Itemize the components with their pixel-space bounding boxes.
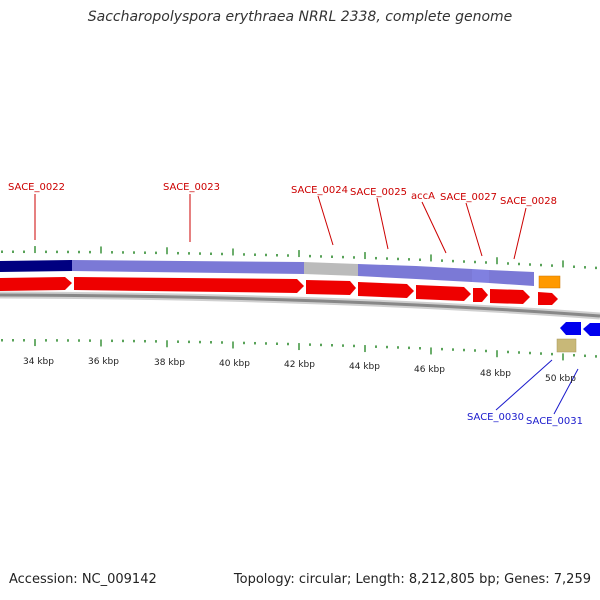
gene-label-sace-0027[interactable]: SACE_0027 [440, 192, 497, 203]
gene-label-sace-0022[interactable]: SACE_0022 [8, 182, 65, 193]
cds-arrow-sace-0027[interactable] [473, 288, 488, 302]
highlight-segment-acca[interactable] [416, 266, 472, 282]
reverse-gene-blue-2[interactable] [583, 323, 600, 336]
label-connectors [34, 194, 527, 260]
reverse-gene-blue-1[interactable] [560, 322, 581, 335]
cds-arrow-sace-0022[interactable] [0, 277, 72, 291]
kbp-label-40: 40 kbp [219, 359, 250, 369]
kbp-label-42: 42 kbp [284, 360, 315, 370]
kbp-label-50: 50 kbp [545, 374, 576, 384]
highlight-segment-sace-0023[interactable] [72, 260, 304, 274]
cds-arrow-sace-0024[interactable] [306, 280, 356, 295]
topology-summary: Topology: circular; Length: 8,212,805 bp… [233, 572, 591, 587]
highlight-segment-sace-0024[interactable] [304, 262, 358, 276]
highlight-segment-sace-0027[interactable] [472, 269, 489, 283]
gene-label-sace-0023[interactable]: SACE_0023 [163, 182, 220, 193]
gene-label-sace-0030[interactable]: SACE_0030 [467, 412, 524, 423]
gene-label-sace-0028[interactable]: SACE_0028 [500, 196, 557, 207]
kbp-label-46: 46 kbp [414, 365, 445, 375]
bottom-tick-row [1, 339, 597, 361]
cds-arrow-small-right[interactable] [538, 292, 558, 305]
cds-arrow-sace-0025[interactable] [358, 282, 414, 298]
kbp-label-48: 48 kbp [480, 369, 511, 379]
gene-label-sace-0025[interactable]: SACE_0025 [350, 187, 407, 198]
accession-text: Accession: NC_009142 [9, 572, 157, 587]
highlight-segment-sace-0022[interactable] [0, 260, 72, 272]
genome-backbone-core [0, 293, 600, 318]
gene-label-sace-0024[interactable]: SACE_0024 [291, 185, 348, 196]
kbp-label-38: 38 kbp [154, 358, 185, 368]
kbp-label-36: 36 kbp [88, 357, 119, 367]
kbp-label-34: 34 kbp [23, 357, 54, 367]
highlight-segment-sace-0025[interactable] [358, 264, 416, 279]
kbp-label-44: 44 kbp [349, 362, 380, 372]
highlight-segment-sace-0028[interactable] [489, 270, 534, 286]
gene-label-acca[interactable]: accA [411, 191, 435, 202]
label-connectors-bottom [495, 359, 579, 415]
cds-arrow-acca[interactable] [416, 285, 471, 301]
map-title: Saccharopolyspora erythraea NRRL 2338, c… [87, 9, 513, 25]
cds-arrow-sace-0028[interactable] [490, 289, 530, 304]
gene-label-sace-0031[interactable]: SACE_0031 [526, 416, 583, 427]
top-tick-row [1, 246, 597, 270]
cds-arrow-sace-0023[interactable] [74, 277, 304, 293]
orange-gene-block[interactable] [538, 275, 561, 289]
khaki-gene-block[interactable] [556, 338, 577, 353]
